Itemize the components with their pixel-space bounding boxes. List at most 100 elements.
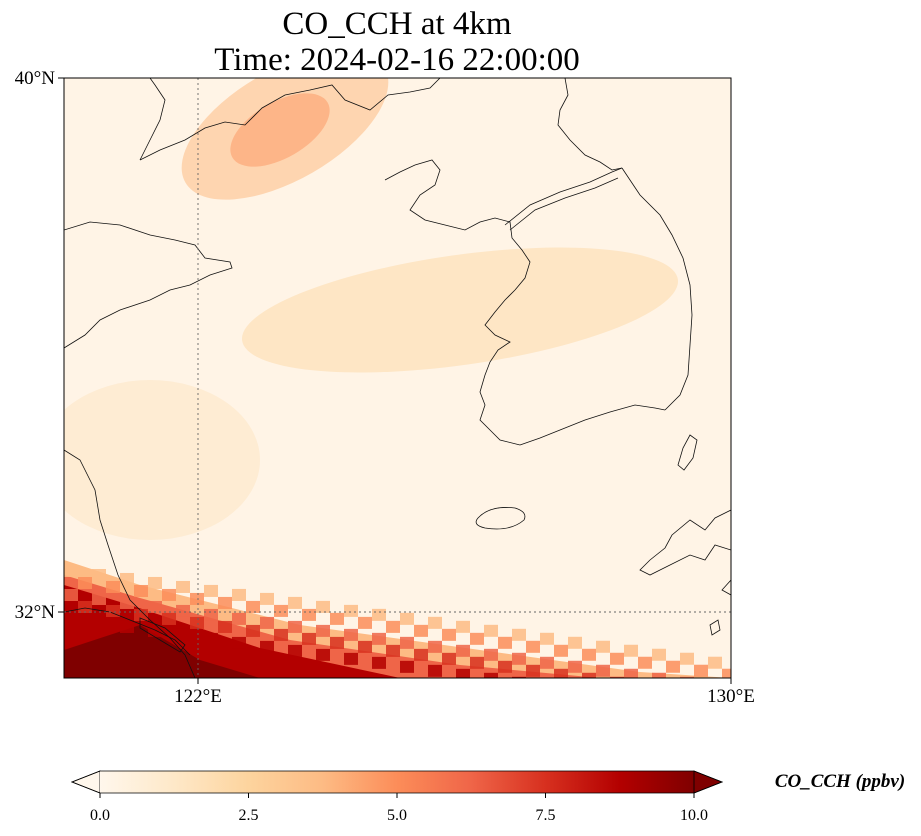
coast-korea-west (479, 289, 521, 446)
field-cell (134, 584, 148, 597)
field-cell (274, 628, 288, 641)
field-cell (484, 624, 498, 637)
field-cell (470, 632, 484, 645)
field-cell (456, 644, 470, 657)
field-cell (232, 588, 246, 601)
plume-center (242, 247, 678, 373)
field-cell (148, 624, 162, 637)
field-cell (246, 600, 260, 613)
field-cell (582, 648, 596, 661)
field-cell (288, 596, 302, 609)
field-cell (400, 636, 414, 649)
field-cell (722, 668, 731, 678)
field-cell (498, 660, 512, 673)
field-cell (442, 652, 456, 665)
map-background (64, 78, 731, 678)
field-cell (78, 577, 92, 589)
field-cell (330, 636, 344, 649)
field-cell (372, 608, 386, 621)
field-cell (162, 588, 176, 601)
lon-tick-label-122: 122°E (174, 686, 222, 707)
field-cell (610, 676, 624, 678)
coast-korea-east (621, 167, 693, 411)
field-cell (568, 636, 582, 649)
field-cell (316, 600, 330, 613)
coast-korea-south (519, 404, 666, 446)
colorbar-tick-label-0: 0.0 (90, 807, 110, 824)
coast-north-korea-east (557, 78, 623, 171)
title-line-1: CO_CCH at 4km (282, 6, 512, 42)
coast-island-sw (709, 619, 721, 636)
field-cell (414, 648, 428, 661)
colorbar-tick-2: 5.0 (387, 793, 407, 824)
field-cell (246, 624, 260, 637)
field-cell (302, 608, 316, 621)
field-cell (484, 672, 498, 678)
colorbar-label: CO_CCH (ppbv) (775, 771, 905, 792)
field-cell (470, 656, 484, 669)
map-panel (64, 78, 731, 678)
colorbar-extend-min (70, 770, 101, 794)
field-cell (204, 608, 218, 621)
field-cell (400, 612, 414, 625)
coast-jeju (475, 507, 526, 530)
field-cell (484, 648, 498, 661)
colorbar-ticks: 0.0 2.5 5.0 7.5 10.0 (90, 793, 708, 824)
coast-honshu-west (721, 579, 731, 596)
field-cell (260, 640, 274, 653)
field-cell (218, 596, 232, 609)
coast-yangtze (64, 607, 191, 656)
field-cell (624, 644, 638, 657)
field-cell (288, 644, 302, 657)
coastlines (64, 78, 731, 678)
field-cell (106, 580, 120, 593)
field-cell (78, 601, 92, 613)
lat-ticks: 40°N 32°N (15, 68, 64, 623)
colorbar-tick-4: 10.0 (680, 793, 708, 824)
field-cell (624, 668, 638, 678)
field-cell (260, 616, 274, 629)
field-cell (344, 628, 358, 641)
field-cell (190, 592, 204, 605)
colorbar-body (100, 771, 694, 793)
plume-northwest (181, 78, 389, 200)
coast-china-east (64, 449, 196, 678)
colorbar-extend-max (693, 770, 724, 794)
field-cell (148, 600, 162, 613)
field-cell (344, 604, 358, 617)
coast-korea-border (504, 167, 623, 226)
field-cell (512, 676, 526, 678)
field-cell (358, 640, 372, 653)
lat-tick-label-40: 40°N (15, 68, 56, 89)
colorbar-tick-0: 0.0 (90, 793, 110, 824)
coast-liaodong (139, 78, 441, 161)
field-cell (400, 660, 414, 673)
field-cell (596, 640, 610, 653)
field-cell (442, 628, 456, 641)
field-cell (316, 624, 330, 637)
colorbar-tick-1: 2.5 (239, 793, 259, 824)
field-cell (204, 632, 218, 645)
field-cell (92, 592, 106, 605)
colorbar-tick-label-3: 7.5 (536, 807, 556, 824)
field-cell (344, 652, 358, 665)
field-cell (652, 648, 666, 661)
field-cell (92, 568, 106, 581)
colorbar-tick-3: 7.5 (536, 793, 556, 824)
plume-south-max (64, 625, 260, 678)
field-cell (232, 636, 246, 649)
field-cell (652, 672, 666, 678)
field-cell (708, 656, 722, 669)
field-cell (498, 636, 512, 649)
coast-korea-border-2 (509, 177, 619, 231)
field-cell (568, 660, 582, 673)
field-cell (64, 613, 78, 625)
field-cell (540, 656, 554, 669)
stair-edge (64, 565, 731, 678)
plume-northwest-core (230, 93, 330, 167)
field-cell (596, 664, 610, 677)
map-frame (63, 77, 732, 679)
field-cell (176, 604, 190, 617)
field-cell (456, 668, 470, 678)
